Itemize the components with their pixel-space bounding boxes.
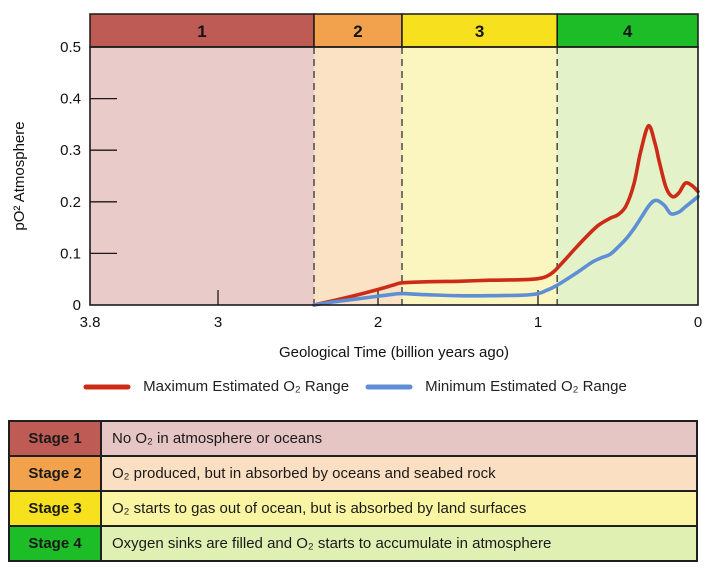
y-tick-label: 0.2 [60,194,81,211]
stage-3-desc-cell: O₂ starts to gas out of ocean, but is ab… [100,490,698,527]
stage-1-band [90,47,314,305]
table-row-stage-1: Stage 1 No O₂ in atmosphere or oceans [8,420,698,457]
legend-label-min: Minimum Estimated O₂ Range [425,378,627,395]
stage-1-label-cell: Stage 1 [8,420,102,457]
y-tick-label: 0.4 [60,91,81,108]
stage-table: Stage 1 No O₂ in atmosphere or oceans St… [8,420,698,562]
legend-label-max: Maximum Estimated O₂ Range [143,378,350,395]
stage-2-desc-cell: O₂ produced, but in absorbed by oceans a… [100,455,698,492]
stage-1-header-band [89,13,315,48]
stage-1-number: 1 [197,22,206,41]
y-tick-label: 0.1 [60,245,81,262]
stage-3-number: 3 [475,22,484,41]
y-tick-label: 0.5 [60,39,81,56]
table-row-stage-3: Stage 3 O₂ starts to gas out of ocean, b… [8,490,698,527]
y-axis-title: pO² Atmosphere [11,121,28,230]
stage-2-label-cell: Stage 2 [8,455,102,492]
min-line-swatch [365,384,413,389]
plot-border [89,46,699,306]
stage-4-number: 4 [623,22,633,41]
x-tick-label: 0 [694,314,702,331]
stage-2-header-band [313,13,403,48]
stage-3-label-cell: Stage 3 [8,490,102,527]
x-tick-label: 3.8 [80,314,101,331]
max-line-swatch [83,384,131,389]
y-tick-label: 0.3 [60,142,81,159]
stage-4-band [557,47,698,305]
x-tick-label: 1 [534,314,542,331]
stage-4-label-cell: Stage 4 [8,525,102,562]
stage-2-number: 2 [353,22,362,41]
min-o2-line [312,194,700,307]
max-o2-line [312,124,700,307]
table-row-stage-2: Stage 2 O₂ produced, but in absorbed by … [8,455,698,492]
y-tick-label: 0 [73,297,81,314]
legend-item-min: Minimum Estimated O₂ Range [365,378,627,395]
stage-2-band [314,47,402,305]
x-axis-title: Geological Time (billion years ago) [279,344,509,361]
x-tick-label: 3 [214,314,222,331]
legend-item-max: Maximum Estimated O₂ Range [83,378,349,395]
stage-3-band [402,47,558,305]
stage-4-desc-cell: Oxygen sinks are filled and O₂ starts to… [100,525,698,562]
table-row-stage-4: Stage 4 Oxygen sinks are filled and O₂ s… [8,525,698,562]
x-tick-label: 2 [374,314,382,331]
stage-4-header-band [556,13,699,48]
oxygen-timeline-chart: 1 2 3 4 3.8 3 2 1 0 0 0.1 0.2 0.3 0.4 0.5 Geological T… [11,13,702,361]
chart-legend: Maximum Estimated O₂ Range Minimum Estim… [0,378,710,395]
stage-1-desc-cell: No O₂ in atmosphere or oceans [100,420,698,457]
